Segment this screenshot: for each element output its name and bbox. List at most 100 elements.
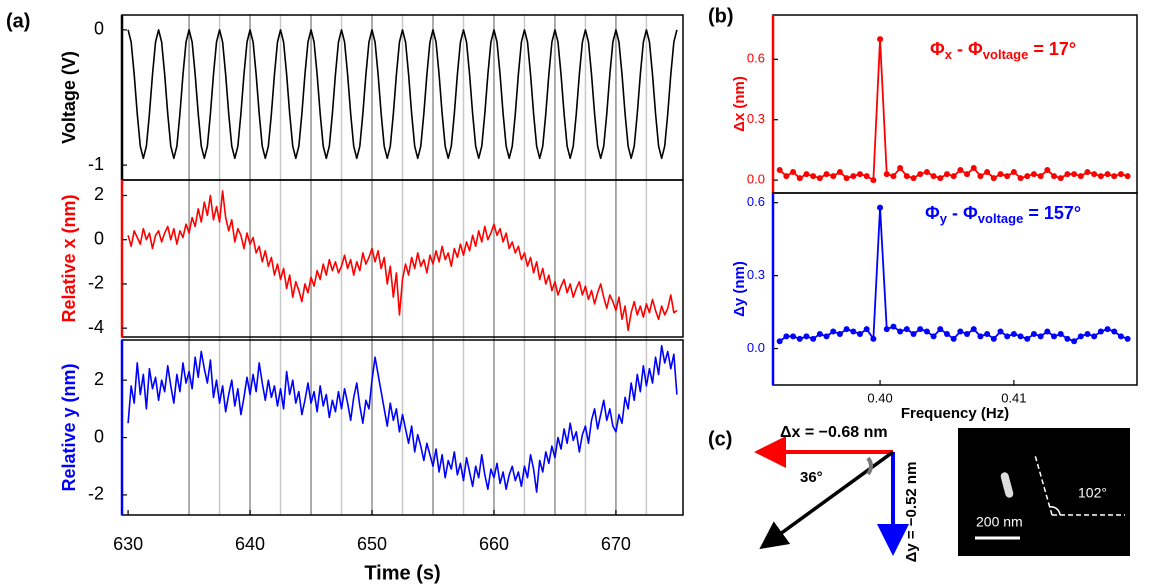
data-point <box>1111 173 1118 180</box>
data-point <box>897 328 904 335</box>
x-tick-label: 0.41 <box>1001 390 1026 405</box>
data-point <box>823 333 830 340</box>
data-point <box>1030 171 1037 178</box>
y-axis-label: Δx (nm) <box>731 76 748 132</box>
x-axis-label: Frequency (Hz) <box>901 405 1009 422</box>
data-point <box>984 330 991 337</box>
data-point <box>856 171 863 178</box>
data-line <box>127 344 678 493</box>
data-point <box>1037 333 1044 340</box>
annotation: Φy - Φvoltage = 157° <box>925 203 1081 227</box>
data-point <box>883 326 890 333</box>
data-point <box>1071 338 1078 345</box>
panel-c: (c) Δx = −0.68 nm Δy = −0.52 nm 36° 102°… <box>708 424 1130 562</box>
data-point <box>1124 335 1131 342</box>
data-point <box>836 169 843 176</box>
data-point <box>937 175 944 182</box>
data-point <box>1037 173 1044 180</box>
x-tick-label: 630 <box>113 534 143 554</box>
data-point <box>930 333 937 340</box>
data-point <box>943 330 950 337</box>
data-point <box>850 328 857 335</box>
data-point <box>1084 330 1091 337</box>
data-point <box>790 169 797 176</box>
data-point <box>1097 328 1104 335</box>
dy-label: Δy = −0.52 nm <box>903 462 920 563</box>
data-point <box>1010 330 1017 337</box>
data-point <box>803 171 810 178</box>
y-tick-label: 0.6 <box>747 51 765 66</box>
data-point <box>897 165 904 172</box>
data-point <box>1097 173 1104 180</box>
data-point <box>1057 330 1064 337</box>
annotation-part: Φ <box>930 39 945 59</box>
data-line <box>127 29 678 160</box>
data-point <box>863 173 870 180</box>
y-tick-label: -1 <box>88 154 104 174</box>
y-tick-label: 2 <box>94 369 104 389</box>
data-point <box>977 173 984 180</box>
data-point <box>856 330 863 337</box>
y-tick-label: 0 <box>94 426 104 446</box>
data-point <box>1084 169 1091 176</box>
data-point <box>930 173 937 180</box>
data-point <box>1117 171 1124 178</box>
panel-label: (c) <box>708 428 732 450</box>
y-tick-label: 0.3 <box>747 267 765 282</box>
data-point <box>997 171 1004 178</box>
data-point <box>790 333 797 340</box>
data-point <box>796 175 803 182</box>
data-point <box>843 175 850 182</box>
angle-label: 36° <box>800 469 823 486</box>
data-point <box>1104 326 1111 333</box>
data-point <box>1077 173 1084 180</box>
data-point <box>830 173 837 180</box>
dx-label: Δx = −0.68 nm <box>780 424 888 441</box>
data-line <box>779 38 1128 182</box>
data-point <box>1117 333 1124 340</box>
data-point <box>977 333 984 340</box>
y-axis-label: Voltage (V) <box>59 51 79 144</box>
net-arrow <box>759 450 895 550</box>
data-point <box>1064 335 1071 342</box>
y-axis-label: Relative y (nm) <box>59 363 79 491</box>
y-tick-label: -4 <box>88 317 104 337</box>
data-point <box>776 167 783 174</box>
data-point <box>957 328 964 335</box>
data-point <box>776 338 783 345</box>
data-point <box>816 175 823 182</box>
data-point <box>1010 169 1017 176</box>
image-angle: 102° <box>1078 485 1107 501</box>
data-point <box>923 169 930 176</box>
data-point <box>863 326 870 333</box>
data-point <box>917 171 924 178</box>
data-point <box>990 335 997 342</box>
y-axis-label: Relative x (nm) <box>59 194 79 322</box>
data-point <box>903 173 910 180</box>
annotation: Φx - Φvoltage = 17° <box>930 39 1076 63</box>
data-point <box>1091 333 1098 340</box>
data-point <box>943 171 950 178</box>
data-point <box>1111 328 1118 335</box>
y-axis-label: Δy (nm) <box>731 261 748 317</box>
x-tick-label: 640 <box>235 534 265 554</box>
data-point <box>1124 173 1131 180</box>
data-point <box>950 173 957 180</box>
data-point <box>843 326 850 333</box>
x-tick-label: 0.40 <box>867 390 892 405</box>
sem-image <box>958 428 1130 556</box>
data-point <box>1030 330 1037 337</box>
data-point <box>1104 171 1111 178</box>
annotation-part: = 157° <box>1023 203 1081 223</box>
y-tick-label: -2 <box>88 273 104 293</box>
data-point <box>910 175 917 182</box>
data-point <box>803 333 810 340</box>
data-point <box>816 330 823 337</box>
data-point <box>783 173 790 180</box>
data-point <box>830 328 837 335</box>
y-tick-label: 0 <box>94 228 104 248</box>
data-point <box>1091 171 1098 178</box>
data-point <box>957 167 964 174</box>
angle-arc <box>1048 506 1061 516</box>
scale-bar-label: 200 nm <box>976 514 1023 530</box>
